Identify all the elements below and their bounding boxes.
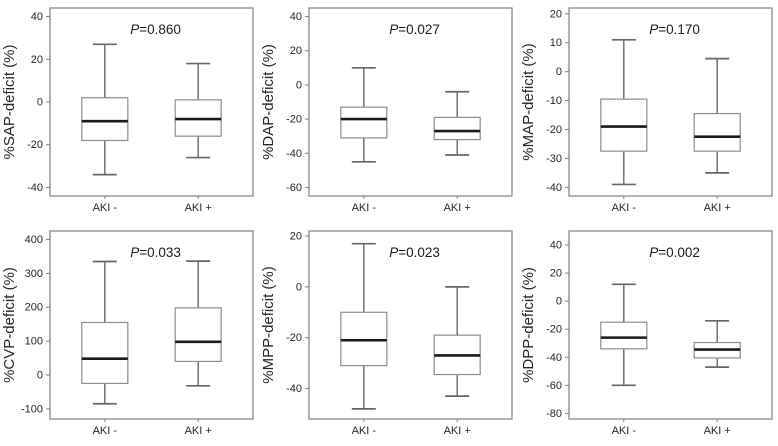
x-category-label: AKI + [185, 202, 212, 214]
y-tick-label: -80 [546, 408, 562, 420]
boxplot-svg: 40 20 0 -20 -40 -60 -80 %DPP-deficit (%) P=0.002… [520, 230, 773, 437]
p-value-label: P=0.023 [390, 245, 441, 260]
y-tick-label: 0 [556, 296, 562, 308]
y-tick-label: 200 [25, 302, 43, 314]
p-value-label: P=0.033 [130, 245, 181, 260]
y-tick-label: -20 [286, 332, 302, 344]
y-tick-label: 0 [296, 281, 302, 293]
y-tick-label: -20 [286, 114, 302, 126]
x-category-label: AKI - [352, 202, 377, 214]
y-tick-label: 40 [31, 11, 43, 23]
y-tick-label: 100 [25, 336, 43, 348]
iqr-box [81, 97, 129, 142]
panel-dpp-deficit: 40 20 0 -20 -40 -60 -80 %DPP-deficit (%) P=0.002… [519, 223, 778, 446]
y-tick-label: 400 [25, 234, 43, 246]
p-value-label: P=0.170 [649, 22, 700, 37]
x-category-label: AKI + [444, 425, 471, 437]
x-category-label: AKI + [444, 202, 471, 214]
boxplot-svg: 20 10 0 -10 -20 -30 -40 %MAP-deficit (%) P=0.170… [520, 7, 773, 214]
iqr-box [599, 321, 648, 350]
x-category-label: AKI - [611, 202, 636, 214]
plot-frame [308, 230, 513, 420]
y-tick-label: 0 [296, 79, 302, 91]
y-tick-label: -20 [546, 124, 562, 136]
y-tick-label: 40 [290, 11, 302, 23]
y-tick-label: -100 [21, 403, 43, 415]
x-category-label: AKI - [93, 425, 118, 437]
boxplot-svg: 40 20 0 -20 -40 %SAP-deficit (%) P=0.860 AKI - A… [1, 7, 254, 214]
y-tick-label: 0 [37, 369, 43, 381]
y-tick-label: 40 [549, 240, 561, 252]
y-axis-label: %DPP-deficit (%) [520, 267, 537, 383]
y-tick-label: 20 [290, 45, 302, 57]
y-tick-label: -40 [546, 352, 562, 364]
x-category-label: AKI + [703, 202, 730, 214]
y-axis-label: %SAP-deficit (%) [1, 44, 18, 159]
x-category-label: AKI + [703, 425, 730, 437]
plot-frame [308, 7, 513, 197]
panel-map-deficit: 20 10 0 -10 -20 -30 -40 %MAP-deficit (%) P=0.170… [519, 0, 778, 223]
plot-frame [568, 7, 773, 197]
y-tick-label: -20 [546, 324, 562, 336]
panel-dap-deficit: 40 20 0 -20 -40 -60 %DAP-deficit (%) P=0.027 AKI… [259, 0, 518, 223]
boxplot-svg: 40 20 0 -20 -40 -60 %DAP-deficit (%) P=0.027 AKI… [260, 7, 513, 214]
iqr-box [433, 116, 482, 141]
y-tick-label: 10 [549, 37, 561, 49]
y-tick-label: -40 [286, 383, 302, 395]
iqr-box [340, 106, 388, 139]
x-category-label: AKI - [611, 425, 636, 437]
y-tick-label: 0 [556, 66, 562, 78]
iqr-box [81, 321, 129, 385]
y-tick-label: -10 [546, 95, 562, 107]
panel-mpp-deficit: 20 0 -20 -40 %MPP-deficit (%) P=0.023 AKI - AKI… [259, 223, 518, 446]
p-value-label: P=0.027 [390, 22, 441, 37]
y-tick-label: 20 [549, 8, 561, 20]
x-category-label: AKI + [185, 425, 212, 437]
y-tick-label: -40 [286, 148, 302, 160]
y-tick-label: 20 [31, 54, 43, 66]
y-tick-label: 300 [25, 268, 43, 280]
y-tick-label: -60 [546, 380, 562, 392]
p-value-label: P=0.860 [130, 22, 181, 37]
y-tick-label: 20 [549, 268, 561, 280]
iqr-box [599, 98, 648, 152]
y-axis-label: %CVP-deficit (%) [1, 267, 18, 383]
panel-cvp-deficit: 400 300 200 100 0 -100 %CVP-deficit (%) P=0.033… [0, 223, 259, 446]
y-tick-label: 0 [37, 97, 43, 109]
y-axis-label: %MAP-deficit (%) [520, 43, 537, 161]
y-tick-label: -20 [27, 139, 43, 151]
x-category-label: AKI - [93, 202, 118, 214]
boxplot-svg: 20 0 -20 -40 %MPP-deficit (%) P=0.023 AKI - AKI… [260, 230, 513, 437]
x-category-label: AKI - [352, 425, 377, 437]
y-tick-label: -60 [286, 182, 302, 194]
y-tick-label: -40 [27, 182, 43, 194]
iqr-box [174, 307, 222, 363]
plot-frame [49, 230, 254, 420]
panel-sap-deficit: 40 20 0 -20 -40 %SAP-deficit (%) P=0.860 AKI - A… [0, 0, 259, 223]
y-axis-label: %DAP-deficit (%) [260, 44, 277, 160]
y-tick-label: 20 [290, 231, 302, 243]
p-value-label: P=0.002 [649, 245, 700, 260]
iqr-box [693, 112, 741, 152]
y-tick-label: -30 [546, 153, 562, 165]
plot-frame [568, 230, 773, 420]
boxplot-svg: 400 300 200 100 0 -100 %CVP-deficit (%) P=0.033… [1, 230, 254, 437]
y-tick-label: -40 [546, 182, 562, 194]
y-axis-label: %MPP-deficit (%) [260, 266, 277, 384]
